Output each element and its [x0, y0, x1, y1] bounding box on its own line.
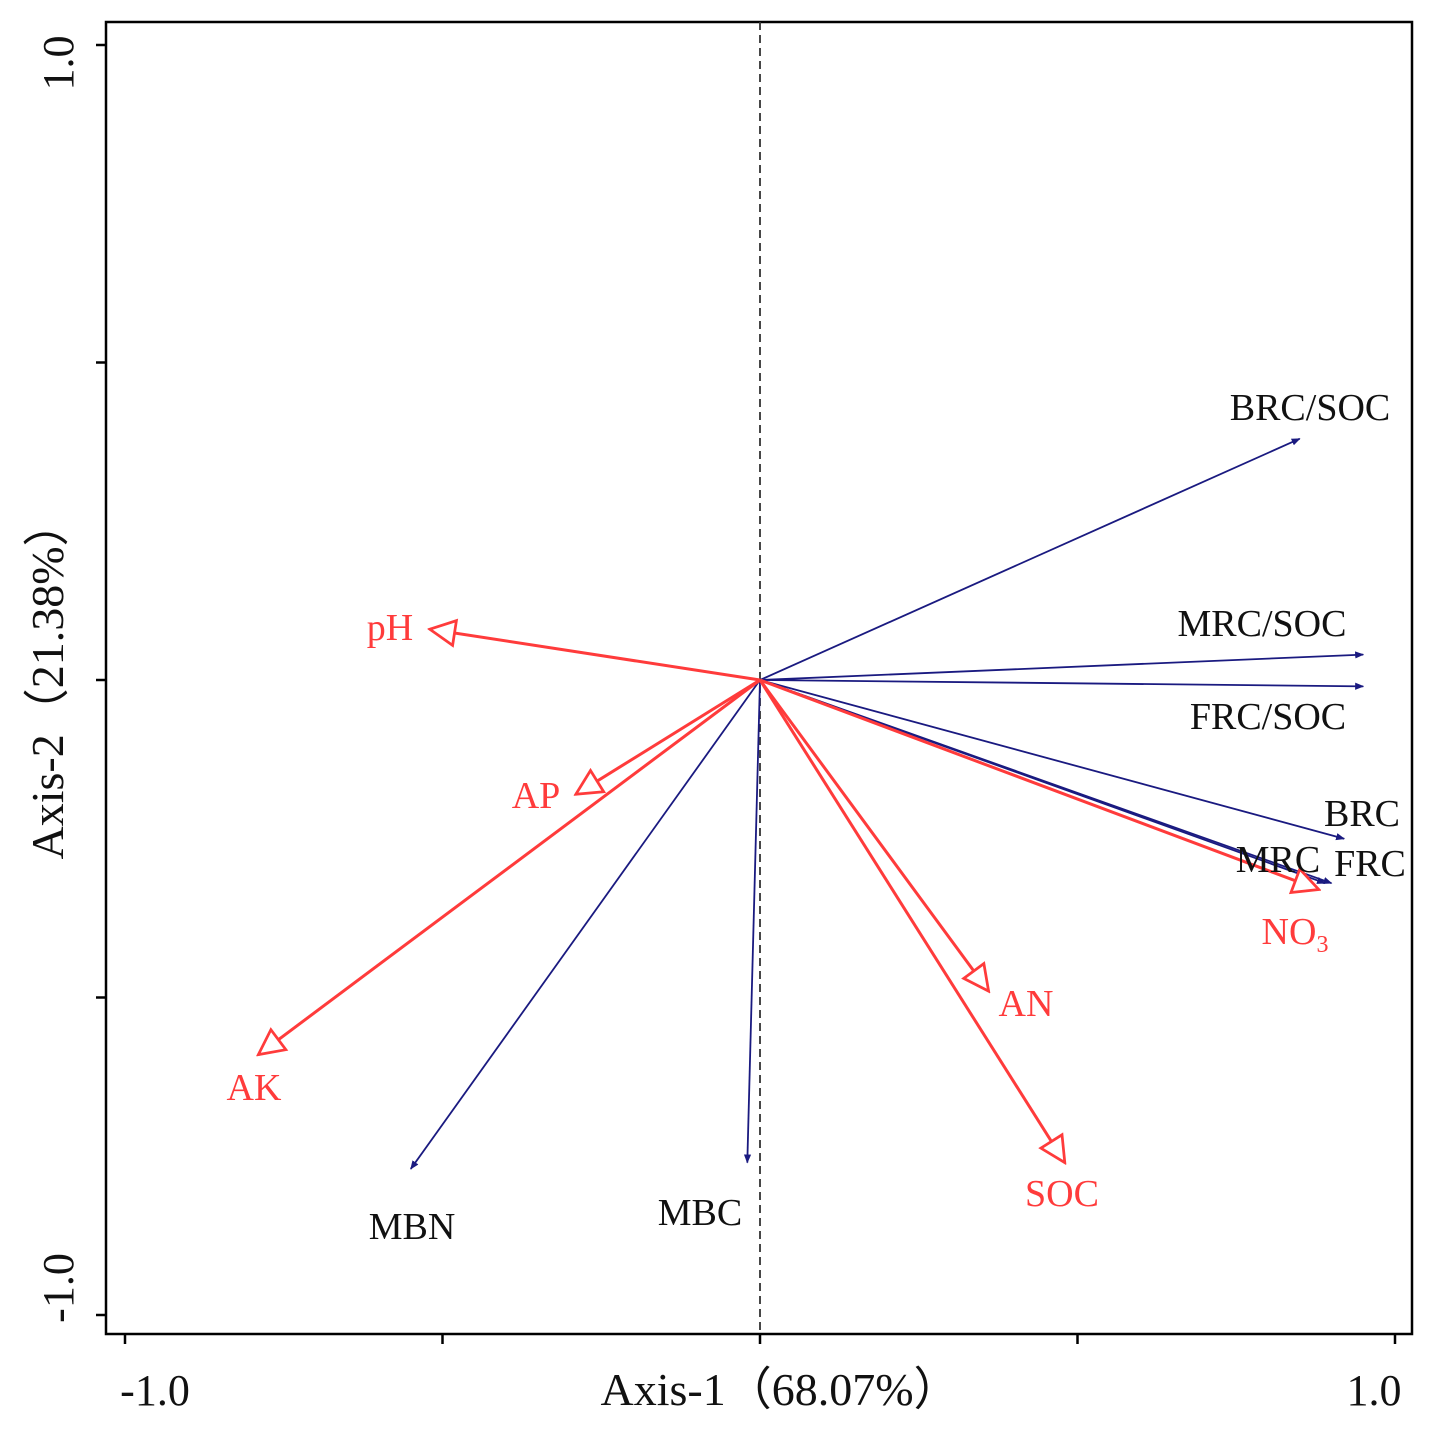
label-brc-soc: BRC/SOC	[1230, 387, 1391, 429]
plot-frame	[104, 20, 1414, 1336]
label-ap: AP	[512, 775, 561, 817]
vector-frc	[759, 679, 1333, 885]
label-soc: SOC	[1025, 1173, 1099, 1215]
label-frc-soc: FRC/SOC	[1190, 696, 1346, 738]
label-no3: NO3	[1262, 911, 1329, 958]
vectors-group	[258, 437, 1365, 1170]
vector-ap	[576, 678, 761, 794]
y-axis-title: Axis-2（21.38%）	[22, 500, 73, 859]
label-ak: AK	[227, 1067, 282, 1109]
x-tick-label-min: -1.0	[120, 1366, 190, 1415]
label-frc: FRC	[1334, 843, 1406, 885]
axis-ticks	[96, 43, 1397, 1344]
vector-brc	[759, 679, 1346, 841]
vector-no3	[759, 678, 1319, 890]
label-mbc: MBC	[658, 1192, 742, 1234]
label-brc: BRC	[1324, 793, 1400, 835]
vector-soc	[758, 679, 1065, 1163]
vector-ph	[430, 629, 761, 682]
vector-mbn	[410, 679, 761, 1170]
y-tick-label-min: -1.0	[34, 1253, 83, 1323]
vector-ak	[258, 678, 761, 1055]
label-an: AN	[999, 983, 1054, 1025]
label-mrc-soc: MRC/SOC	[1178, 603, 1347, 645]
vector-an	[758, 679, 989, 991]
x-tick-label-max: 1.0	[1347, 1366, 1402, 1415]
vector-mrc-soc	[759, 651, 1365, 681]
vector-brc-soc	[759, 437, 1301, 681]
label-mrc: MRC	[1236, 839, 1320, 881]
label-ph: pH	[367, 607, 413, 649]
vector-frc-soc	[759, 679, 1365, 690]
y-tick-label-max: 1.0	[34, 36, 83, 91]
vector-mbc	[743, 679, 761, 1164]
label-mbn: MBN	[369, 1206, 456, 1248]
x-axis-title: Axis-1（68.07%）	[600, 1364, 959, 1415]
